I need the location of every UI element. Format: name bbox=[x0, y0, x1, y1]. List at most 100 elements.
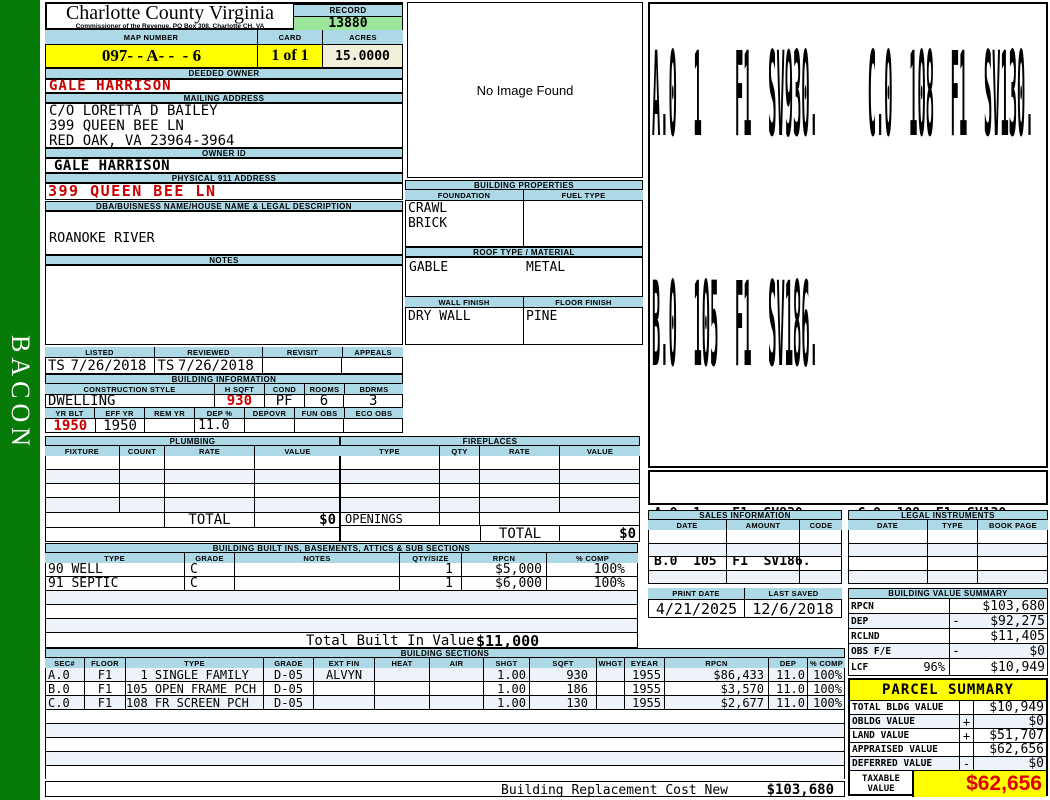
yrblt-value: 1950 bbox=[46, 419, 96, 432]
ecoobs-label: ECO OBS bbox=[345, 408, 403, 418]
legal-instruments-headers: DATE TYPE BOOK PAGE bbox=[848, 520, 1048, 530]
bs-col-air: AIR bbox=[430, 658, 484, 668]
legal-col-date: DATE bbox=[848, 520, 928, 530]
visit-headers: LISTED REVIEWED REVISIT APPEALS bbox=[45, 347, 403, 357]
bs-col-sqft: SQFT bbox=[530, 658, 597, 668]
revisit-value bbox=[263, 358, 343, 373]
bs-col-eyear: EYEAR bbox=[625, 658, 665, 668]
fireplaces-col-type: TYPE bbox=[340, 446, 440, 456]
built-ins-headers: TYPE GRADE NOTES QTY/SIZE RPCN % COMP bbox=[45, 553, 638, 563]
mailing-address-label: MAILING ADDRESS bbox=[45, 93, 403, 103]
foundation-fuel-headers: FOUNDATION FUEL TYPE bbox=[405, 190, 643, 200]
built-ins-col-rpcn: RPCN bbox=[462, 553, 547, 563]
record-value: 13880 bbox=[293, 16, 403, 31]
sketch-label-line2: B.0 105 F1 SV186. bbox=[652, 266, 818, 401]
remyr-value bbox=[145, 419, 196, 432]
mailing-address-value: C/O LORETTA D BAILEY 399 QUEEN BEE LN RE… bbox=[45, 103, 403, 149]
parcel-value: $51,707 bbox=[989, 729, 1044, 742]
parcel-summary-title: PARCEL SUMMARY bbox=[850, 680, 1046, 701]
revisit-label: REVISIT bbox=[263, 347, 343, 357]
table-row bbox=[46, 752, 844, 766]
fueltype-label: FUEL TYPE bbox=[524, 190, 643, 200]
plumbing-headers: FIXTURE COUNT RATE VALUE bbox=[45, 446, 340, 456]
parcel-value: $0 bbox=[1028, 715, 1044, 728]
table-row: C.0 F1 108 FR SCREEN PCH D-05 1.00 130 1… bbox=[46, 696, 844, 710]
acres-value: 15.0000 bbox=[323, 44, 403, 68]
sales-col-code: CODE bbox=[800, 520, 842, 530]
taxable-label: TAXABLE VALUE bbox=[850, 771, 914, 797]
plumbing-total-label: TOTAL bbox=[165, 513, 255, 527]
fireplaces-openings-label: OPENINGS bbox=[341, 513, 440, 525]
sales-information-title: SALES INFORMATION bbox=[648, 510, 842, 520]
foundation-line2: BRICK bbox=[408, 216, 448, 231]
owner-id-value: GALE HARRISON bbox=[45, 158, 403, 173]
bvs-row-label: OBS F/E bbox=[849, 644, 950, 658]
bdrms-value: 3 bbox=[368, 395, 378, 407]
last-saved-label: LAST SAVED bbox=[745, 588, 842, 599]
fireplaces-col-value: VALUE bbox=[560, 446, 640, 456]
bs-col-dep: DEP bbox=[769, 658, 808, 668]
parcel-row-label: TOTAL BLDG VALUE bbox=[850, 701, 960, 714]
hsqft-label: H SQFT bbox=[215, 384, 265, 394]
construction-style-label: CONSTRUCTION STYLE bbox=[45, 384, 215, 394]
sketch-legend-line2: B.0 105 F1 SV186. bbox=[654, 554, 811, 569]
wallfinish-label: WALL FINISH bbox=[405, 297, 524, 307]
bs-col-whgt: WHGT bbox=[597, 658, 625, 668]
rooms-value: 6 bbox=[305, 395, 345, 407]
map-number-value: 097- - A- - - 6 bbox=[45, 44, 258, 68]
fireplaces-col-rate: RATE bbox=[480, 446, 560, 456]
parcel-row-label: OBLDG VALUE bbox=[850, 715, 960, 728]
fireplaces-empty-rows bbox=[340, 456, 640, 512]
taxable-row: TAXABLE VALUE $62,656 bbox=[850, 771, 1046, 797]
effyr-label: EFF YR bbox=[95, 408, 145, 418]
owner-id-label: OWNER ID bbox=[45, 148, 403, 158]
card-label: CARD bbox=[258, 30, 323, 44]
parcel-row-label: DEFERRED VALUE bbox=[850, 757, 960, 770]
built-ins-title: BUILDING BUILT INS, BASEMENTS, ATTICS & … bbox=[45, 543, 638, 553]
building-value-summary-table: RPCN $103,680 DEP - $92,275 RCLND $11,405… bbox=[848, 599, 1048, 676]
depovr-label: DEPOVR bbox=[245, 408, 295, 418]
floorfinish-label: FLOOR FINISH bbox=[524, 297, 643, 307]
fueltype-value bbox=[524, 201, 642, 246]
building-information-values: DWELLING 930 PF 6 3 bbox=[45, 394, 403, 408]
bs-col-type: TYPE bbox=[126, 658, 264, 668]
depovr-value bbox=[245, 419, 295, 432]
bvs-value: $10,949 bbox=[990, 659, 1045, 675]
table-row bbox=[46, 619, 637, 633]
parcel-summary: PARCEL SUMMARY TOTAL BLDG VALUE $10,949 … bbox=[848, 678, 1048, 797]
bvs-value: $92,275 bbox=[990, 614, 1045, 628]
plumbing-total-row: TOTAL $0 bbox=[45, 512, 340, 528]
rooms-label: ROOMS bbox=[305, 384, 345, 394]
building-sections-headers: SEC# FLOOR TYPE GRADE EXT FIN HEAT AIR S… bbox=[45, 658, 845, 668]
construction-style-value: DWELLING bbox=[46, 395, 216, 407]
sales-information-headers: DATE AMOUNT CODE bbox=[648, 520, 842, 530]
hsqft-value: 930 bbox=[215, 395, 265, 407]
fireplaces-openings-row: OPENINGS bbox=[340, 512, 640, 526]
built-ins-col-grade: GRADE bbox=[185, 553, 235, 563]
bvs-row-label: LCF bbox=[851, 661, 869, 673]
built-ins-col-qty: QTY/SIZE bbox=[400, 553, 462, 563]
plumbing-empty-rows bbox=[45, 456, 340, 512]
roof-values: GABLE METAL bbox=[405, 257, 643, 297]
bvs-row-label: DEP bbox=[849, 614, 950, 628]
sales-col-date: DATE bbox=[648, 520, 727, 530]
parcel-op: - bbox=[960, 757, 974, 770]
fireplaces-col-qty: QTY bbox=[440, 446, 480, 456]
last-saved-value: 12/6/2018 bbox=[752, 600, 834, 617]
foundation-label: FOUNDATION bbox=[405, 190, 524, 200]
mailing-address-line3: RED OAK, VA 23964-3964 bbox=[49, 133, 235, 149]
bs-col-comp: % COMP bbox=[808, 658, 845, 668]
replacement-cost-value: $103,680 bbox=[766, 782, 834, 798]
roof-material-value: METAL bbox=[526, 260, 566, 275]
plumbing-col-value: VALUE bbox=[255, 446, 340, 456]
listed-label: LISTED bbox=[45, 347, 155, 357]
fireplaces-total-row: TOTAL $0 bbox=[340, 526, 640, 542]
listed-by: TS bbox=[48, 358, 65, 373]
acres-label: ACRES bbox=[323, 30, 403, 44]
fireplaces-headers: TYPE QTY RATE VALUE bbox=[340, 446, 640, 456]
parcel-value: $10,949 bbox=[989, 701, 1044, 714]
visit-values: TS 7/26/2018 TS 7/26/2018 bbox=[45, 357, 403, 374]
built-ins-total-value: $11,000 bbox=[476, 632, 540, 650]
reviewed-by: TS bbox=[157, 358, 175, 373]
sketch-legend: A.0 1 F1 SV930. C.0 108 F1 SV130. B.0 10… bbox=[648, 470, 1048, 569]
